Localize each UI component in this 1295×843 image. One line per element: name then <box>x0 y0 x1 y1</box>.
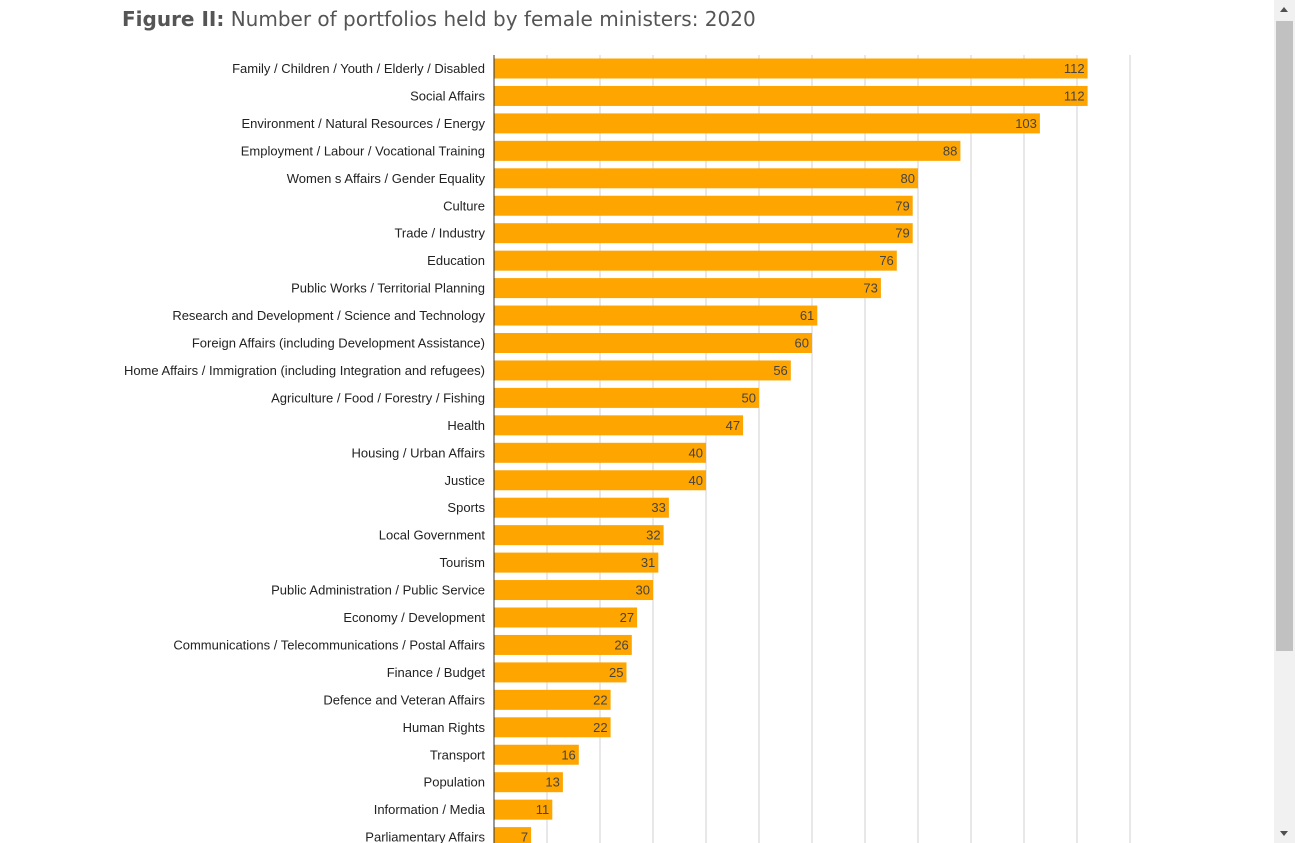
category-label: Public Administration / Public Service <box>271 583 485 598</box>
scrollbar-thumb[interactable] <box>1276 21 1293 651</box>
bar <box>494 799 553 820</box>
bar <box>494 278 881 299</box>
bar <box>494 497 669 518</box>
value-label: 11 <box>536 802 550 817</box>
category-label: Family / Children / Youth / Elderly / Di… <box>232 61 485 76</box>
value-label: 33 <box>651 500 665 515</box>
category-label: Agriculture / Food / Forestry / Fishing <box>271 390 485 405</box>
value-label: 25 <box>609 665 623 680</box>
category-label: Sports <box>447 500 485 515</box>
value-label: 73 <box>863 281 877 296</box>
figure-title-text: Number of portfolios held by female mini… <box>230 7 756 31</box>
value-label: 30 <box>636 583 650 598</box>
category-label: Health <box>447 418 485 433</box>
bar <box>494 387 759 408</box>
category-label: Tourism <box>439 555 485 570</box>
value-label: 112 <box>1064 61 1085 76</box>
value-label: 26 <box>614 637 628 652</box>
bar <box>494 360 791 381</box>
value-label: 32 <box>646 528 660 543</box>
category-label: Population <box>424 775 485 790</box>
value-label: 7 <box>521 830 528 843</box>
bar <box>494 744 579 765</box>
category-label: Social Affairs <box>410 88 485 103</box>
category-label: Information / Media <box>374 802 486 817</box>
bar <box>494 580 653 601</box>
category-label: Human Rights <box>403 720 486 735</box>
value-label: 60 <box>795 336 809 351</box>
bar <box>494 634 632 655</box>
category-label: Education <box>427 253 485 268</box>
bar <box>494 717 611 738</box>
value-label: 112 <box>1064 88 1085 103</box>
value-label: 80 <box>901 171 915 186</box>
category-label: Home Affairs / Immigration (including In… <box>124 363 485 378</box>
category-label: Communications / Telecommunications / Po… <box>173 637 485 652</box>
bar <box>494 85 1088 106</box>
category-label: Women s Affairs / Gender Equality <box>287 171 486 186</box>
category-label: Environment / Natural Resources / Energy <box>242 116 486 131</box>
value-label: 40 <box>689 473 703 488</box>
bar <box>494 442 706 463</box>
bar <box>494 552 659 573</box>
bar <box>494 58 1088 79</box>
bar <box>494 689 611 710</box>
value-label: 61 <box>800 308 814 323</box>
value-label: 31 <box>641 555 655 570</box>
value-label: 56 <box>773 363 787 378</box>
value-label: 22 <box>593 692 607 707</box>
bar <box>494 305 818 326</box>
category-label: Justice <box>445 473 485 488</box>
value-label: 103 <box>1015 116 1037 131</box>
category-label: Economy / Development <box>343 610 485 625</box>
category-label: Local Government <box>379 528 486 543</box>
category-label: Research and Development / Science and T… <box>172 308 485 323</box>
value-label: 40 <box>689 445 703 460</box>
category-label: Transport <box>430 747 486 762</box>
value-label: 50 <box>742 390 756 405</box>
bar <box>494 250 897 271</box>
value-label: 47 <box>726 418 740 433</box>
bar <box>494 662 627 683</box>
vertical-scrollbar[interactable] <box>1274 0 1295 843</box>
value-label: 79 <box>895 198 909 213</box>
bar <box>494 772 563 793</box>
bar <box>494 168 918 189</box>
category-label: Foreign Affairs (including Development A… <box>192 336 485 351</box>
value-labels: 1121121038880797976736160565047404033323… <box>521 61 1085 843</box>
bar <box>494 415 744 436</box>
value-label: 88 <box>943 143 957 158</box>
bar <box>494 607 638 628</box>
category-label: Housing / Urban Affairs <box>352 445 486 460</box>
value-label: 16 <box>561 747 575 762</box>
scroll-up-arrow-icon[interactable] <box>1274 0 1295 20</box>
bar <box>494 525 664 546</box>
category-label: Public Works / Territorial Planning <box>291 281 485 296</box>
category-label: Finance / Budget <box>387 665 486 680</box>
category-labels: Family / Children / Youth / Elderly / Di… <box>124 61 486 843</box>
value-label: 22 <box>593 720 607 735</box>
value-label: 79 <box>895 226 909 241</box>
bar <box>494 140 961 161</box>
category-label: Parliamentary Affairs <box>365 830 485 843</box>
category-label: Employment / Labour / Vocational Trainin… <box>241 143 485 158</box>
value-label: 27 <box>620 610 634 625</box>
figure-title: Figure II: Number of portfolios held by … <box>122 5 756 33</box>
category-label: Trade / Industry <box>394 226 485 241</box>
bars <box>494 58 1088 843</box>
bar <box>494 333 812 353</box>
bar <box>494 470 706 491</box>
bar <box>494 223 913 244</box>
bar <box>494 113 1040 134</box>
category-label: Defence and Veteran Affairs <box>323 692 485 707</box>
value-label: 76 <box>879 253 893 268</box>
category-label: Culture <box>443 198 485 213</box>
bar <box>494 827 532 843</box>
value-label: 13 <box>545 775 559 790</box>
scroll-down-arrow-icon[interactable] <box>1274 823 1295 843</box>
figure-title-lead: Figure II: <box>122 7 225 31</box>
bar <box>494 195 913 216</box>
